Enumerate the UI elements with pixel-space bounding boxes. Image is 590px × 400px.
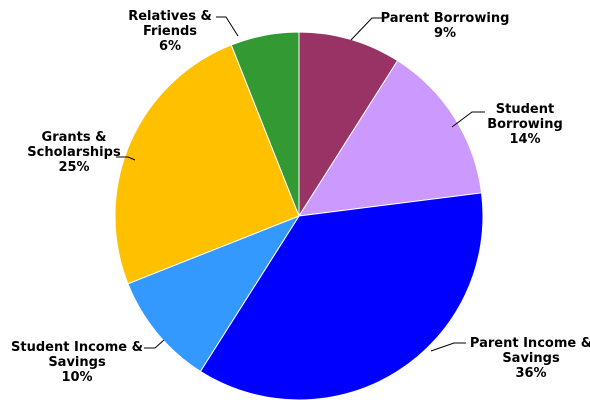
slice-percent-2: 36% [515,366,546,381]
leader-line-5 [216,16,239,37]
slice-percent-3: 10% [61,370,92,385]
pie-slice-5 [230,31,300,217]
pie-slice-0 [298,31,399,218]
leader-line-4 [116,156,136,161]
slice-label-4-line-0: Grants & [42,130,107,145]
pie-slice-2 [199,192,484,400]
pie-slice-1 [298,59,483,217]
slice-label-3-line-1: Savings [48,355,106,370]
slice-label-3-line-0: Student Income & [11,340,143,355]
pie-slice-3 [127,214,301,373]
slice-label-5-line-1: Friends [143,24,197,39]
pie-slices [114,31,484,400]
slice-label-2-line-0: Parent Income & [470,336,590,351]
leader-line-0 [350,17,385,41]
leader-lines [116,16,485,352]
leader-line-2 [430,342,466,352]
slice-percent-1: 14% [509,132,540,147]
slice-label-0-line-0: Parent Borrowing [381,11,510,26]
slice-percent-5: 6% [159,39,181,54]
slice-percent-4: 25% [58,160,89,175]
leader-line-3 [144,339,165,349]
pie-slice-4 [114,44,300,285]
slice-label-1-line-0: Student [496,102,554,117]
leader-line-1 [451,111,485,128]
slice-label-1-line-1: Borrowing [487,117,563,132]
slice-label-5-line-0: Relatives & [128,9,212,24]
slice-label-4-line-1: Scholarships [27,145,121,160]
slice-percent-0: 9% [434,26,456,41]
slice-label-2-line-1: Savings [502,351,560,366]
